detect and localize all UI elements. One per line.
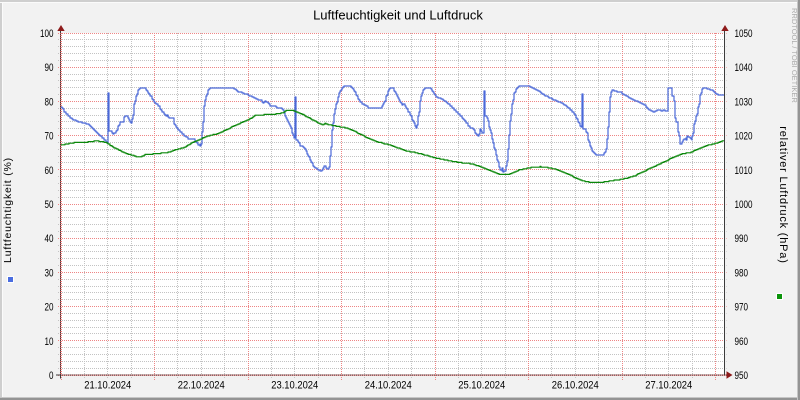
svg-text:1030: 1030 — [735, 96, 753, 108]
svg-text:1040: 1040 — [735, 62, 753, 74]
svg-text:1020: 1020 — [735, 131, 753, 143]
svg-text:40: 40 — [45, 233, 54, 245]
svg-text:90: 90 — [45, 62, 54, 74]
svg-text:23.10.2024: 23.10.2024 — [271, 379, 318, 391]
svg-text:100: 100 — [40, 28, 54, 40]
svg-text:RRDTOOL / TOBI OETIKER: RRDTOOL / TOBI OETIKER — [790, 8, 799, 103]
svg-text:60: 60 — [45, 165, 54, 177]
svg-text:26.10.2024: 26.10.2024 — [552, 379, 599, 391]
svg-text:10: 10 — [45, 336, 54, 348]
svg-text:960: 960 — [735, 336, 749, 348]
svg-text:950: 950 — [735, 370, 749, 382]
svg-text:30: 30 — [45, 267, 54, 279]
svg-text:Luftfeuchtigkeit (%): Luftfeuchtigkeit (%) — [2, 157, 14, 263]
svg-text:1050: 1050 — [735, 28, 753, 40]
svg-text:22.10.2024: 22.10.2024 — [178, 379, 225, 391]
svg-text:Luftfeuchtigkeit und Luftdruck: Luftfeuchtigkeit und Luftdruck — [313, 8, 483, 23]
svg-text:25.10.2024: 25.10.2024 — [458, 379, 505, 391]
svg-text:970: 970 — [735, 302, 749, 314]
svg-text:980: 980 — [735, 267, 749, 279]
svg-text:21.10.2024: 21.10.2024 — [84, 379, 131, 391]
svg-text:1010: 1010 — [735, 165, 753, 177]
svg-text:relativer Luftdruck (hPa): relativer Luftdruck (hPa) — [777, 126, 789, 263]
svg-text:80: 80 — [45, 96, 54, 108]
svg-text:70: 70 — [45, 131, 54, 143]
svg-text:27.10.2024: 27.10.2024 — [645, 379, 692, 391]
svg-text:24.10.2024: 24.10.2024 — [365, 379, 412, 391]
svg-text:990: 990 — [735, 233, 749, 245]
svg-text:0: 0 — [49, 370, 54, 382]
svg-text:1000: 1000 — [735, 199, 753, 211]
svg-text:20: 20 — [45, 302, 54, 314]
svg-text:50: 50 — [45, 199, 54, 211]
